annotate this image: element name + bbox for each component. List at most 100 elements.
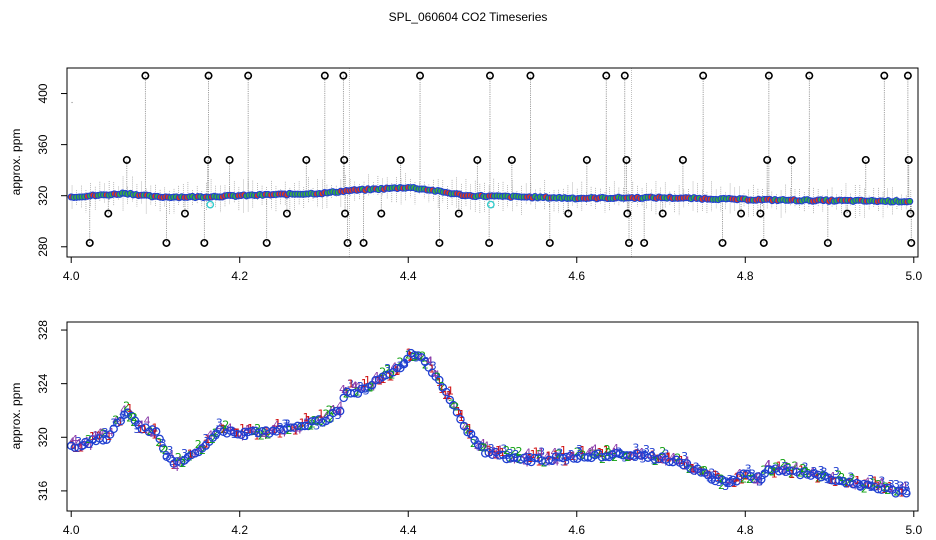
- marker-digit: 1: [881, 483, 888, 496]
- marker-digit: 4: [146, 427, 153, 440]
- marker-digit: 1: [455, 405, 462, 418]
- marker-digit: 1: [96, 430, 103, 443]
- data-ring: [434, 375, 444, 385]
- marker-digit: 3: [586, 450, 593, 463]
- outlier-point: [582, 155, 591, 164]
- marker-digit: 3: [101, 426, 108, 439]
- marker-digit: 2: [311, 414, 318, 427]
- marker-digit: 3: [810, 465, 817, 478]
- data-ring: [466, 429, 476, 439]
- marker-digit: 2: [849, 472, 856, 485]
- marker-digit: 1: [678, 454, 685, 467]
- marker-digit: 1: [560, 444, 567, 457]
- marker-digit: 4: [144, 414, 151, 427]
- marker-digit: 2: [750, 473, 757, 486]
- x-tick-label: 4.4: [400, 523, 417, 537]
- marker-digit: 4: [113, 414, 120, 427]
- marker-digit: 2: [768, 464, 775, 477]
- marker-digit: 4: [569, 449, 576, 462]
- marker-digit: 2: [462, 420, 469, 433]
- marker-digit: 4: [691, 465, 698, 478]
- marker-digit: 3: [888, 478, 895, 491]
- marker-digit: 4: [238, 430, 245, 443]
- marker-digit: 2: [718, 479, 725, 492]
- marker-digit: 4: [755, 470, 762, 483]
- marker-digit: 1: [117, 416, 124, 429]
- x-tick-label: 4.8: [737, 523, 754, 537]
- marker-digit: 3: [760, 469, 767, 482]
- marker-digit: 4: [120, 404, 127, 417]
- marker-digit: 2: [254, 422, 261, 435]
- marker-digit: 3: [134, 423, 141, 436]
- marker-digit: 1: [706, 469, 713, 482]
- marker-digit: 4: [496, 443, 503, 456]
- outlier-point: [718, 238, 727, 247]
- outlier-point: [763, 155, 772, 164]
- marker-digit: 3: [713, 469, 720, 482]
- marker-digit: 1: [141, 423, 148, 436]
- data-ring: [459, 421, 469, 431]
- marker-digit: 2: [186, 451, 193, 464]
- marker-digit: 3: [904, 485, 911, 498]
- marker-digit: 4: [341, 385, 348, 398]
- marker-digit: 4: [176, 454, 183, 467]
- y-tick-label: 316: [36, 481, 50, 501]
- marker-digit: 4: [566, 449, 573, 462]
- marker-digit: 1: [77, 442, 84, 455]
- marker-digit: 2: [611, 451, 618, 464]
- marker-digit: 4: [443, 390, 450, 403]
- marker-digit: 2: [343, 387, 350, 400]
- marker-digit: 3: [241, 430, 248, 443]
- marker-digit: 3: [120, 410, 127, 423]
- marker-digit: 4: [588, 444, 595, 457]
- outlier-point: [416, 71, 425, 80]
- outlier-point: [203, 155, 212, 164]
- marker-digit: 2: [100, 427, 107, 440]
- marker-digit: 2: [354, 385, 361, 398]
- marker-digit: 2: [541, 457, 548, 470]
- marker-digit: 4: [661, 455, 668, 468]
- marker-digit: 3: [730, 476, 737, 489]
- marker-digit: 2: [769, 465, 776, 478]
- marker-digit: 1: [407, 351, 414, 364]
- marker-digit: 4: [646, 450, 653, 463]
- marker-digit: 1: [827, 474, 834, 487]
- marker-digit: 3: [820, 469, 827, 482]
- marker-digit: 4: [753, 475, 760, 488]
- marker-digit: 4: [150, 429, 157, 442]
- marker-digit: 1: [380, 373, 387, 386]
- top-axes: 4.0 4.2 4.4 4.6 4.8 5.0 280 320 360 400: [36, 83, 922, 283]
- outlier-point: [620, 71, 629, 80]
- marker-digit: 2: [686, 463, 693, 476]
- marker-digit: 4: [417, 352, 424, 365]
- data-ring: [895, 486, 904, 496]
- marker-digit: 4: [612, 442, 619, 455]
- y-tick-label: 324: [36, 373, 50, 393]
- marker-digit: 3: [363, 384, 370, 397]
- y-tick-label: 280: [36, 236, 50, 256]
- data-ring: [109, 424, 118, 434]
- marker-digit: 1: [865, 478, 872, 491]
- outlier-point: [658, 209, 667, 218]
- marker-digit: 3: [163, 449, 170, 462]
- marker-digit: 3: [92, 430, 99, 443]
- outlier-point: [244, 71, 253, 80]
- outlier-point: [377, 209, 386, 218]
- marker-digit: 2: [740, 472, 747, 485]
- data-ring: [381, 370, 391, 380]
- marker-digit: 1: [126, 402, 133, 415]
- data-ring: [158, 444, 168, 453]
- marker-digit: 3: [632, 442, 639, 455]
- marker-digit: 4: [98, 427, 105, 440]
- outlier-point: [823, 238, 832, 247]
- x-tick-label: 4.2: [231, 523, 248, 537]
- outlier-point: [341, 209, 350, 218]
- marker-digit: 4: [216, 421, 223, 434]
- marker-digit: 2: [397, 356, 404, 369]
- outlier-point: [906, 209, 915, 218]
- marker-digit: 1: [288, 421, 295, 434]
- marker-digit: 2: [222, 419, 229, 432]
- outlier-point: [485, 238, 494, 247]
- data-ring: [569, 454, 578, 463]
- marker-digit: 4: [86, 440, 93, 453]
